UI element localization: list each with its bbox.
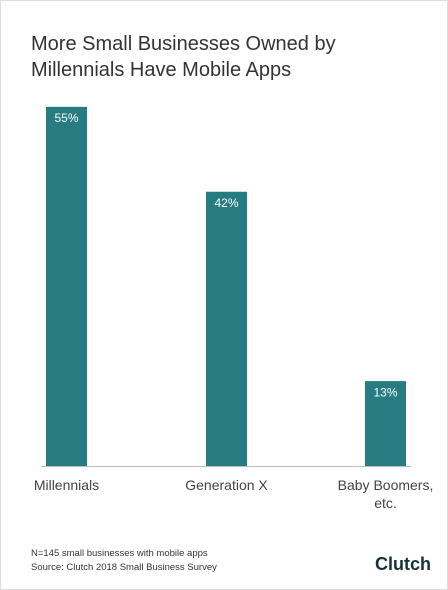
brand-logo: Clutch — [375, 554, 431, 574]
bar — [365, 381, 406, 466]
bar — [46, 106, 87, 466]
chart-title: More Small Businesses Owned by Millennia… — [31, 33, 336, 81]
value-label: 13% — [373, 385, 397, 399]
x-tick-label: Generation X — [185, 477, 268, 493]
bar — [206, 191, 247, 467]
note: N=145 small businesses with mobile apps — [31, 548, 208, 559]
value-label: 42% — [214, 196, 238, 210]
value-label: 55% — [54, 111, 78, 125]
x-tick-label: Baby Boomers, etc. — [337, 477, 434, 511]
x-tick-label: Millennials — [33, 477, 100, 493]
note: Source: Clutch 2018 Small Business Surve… — [31, 562, 217, 573]
